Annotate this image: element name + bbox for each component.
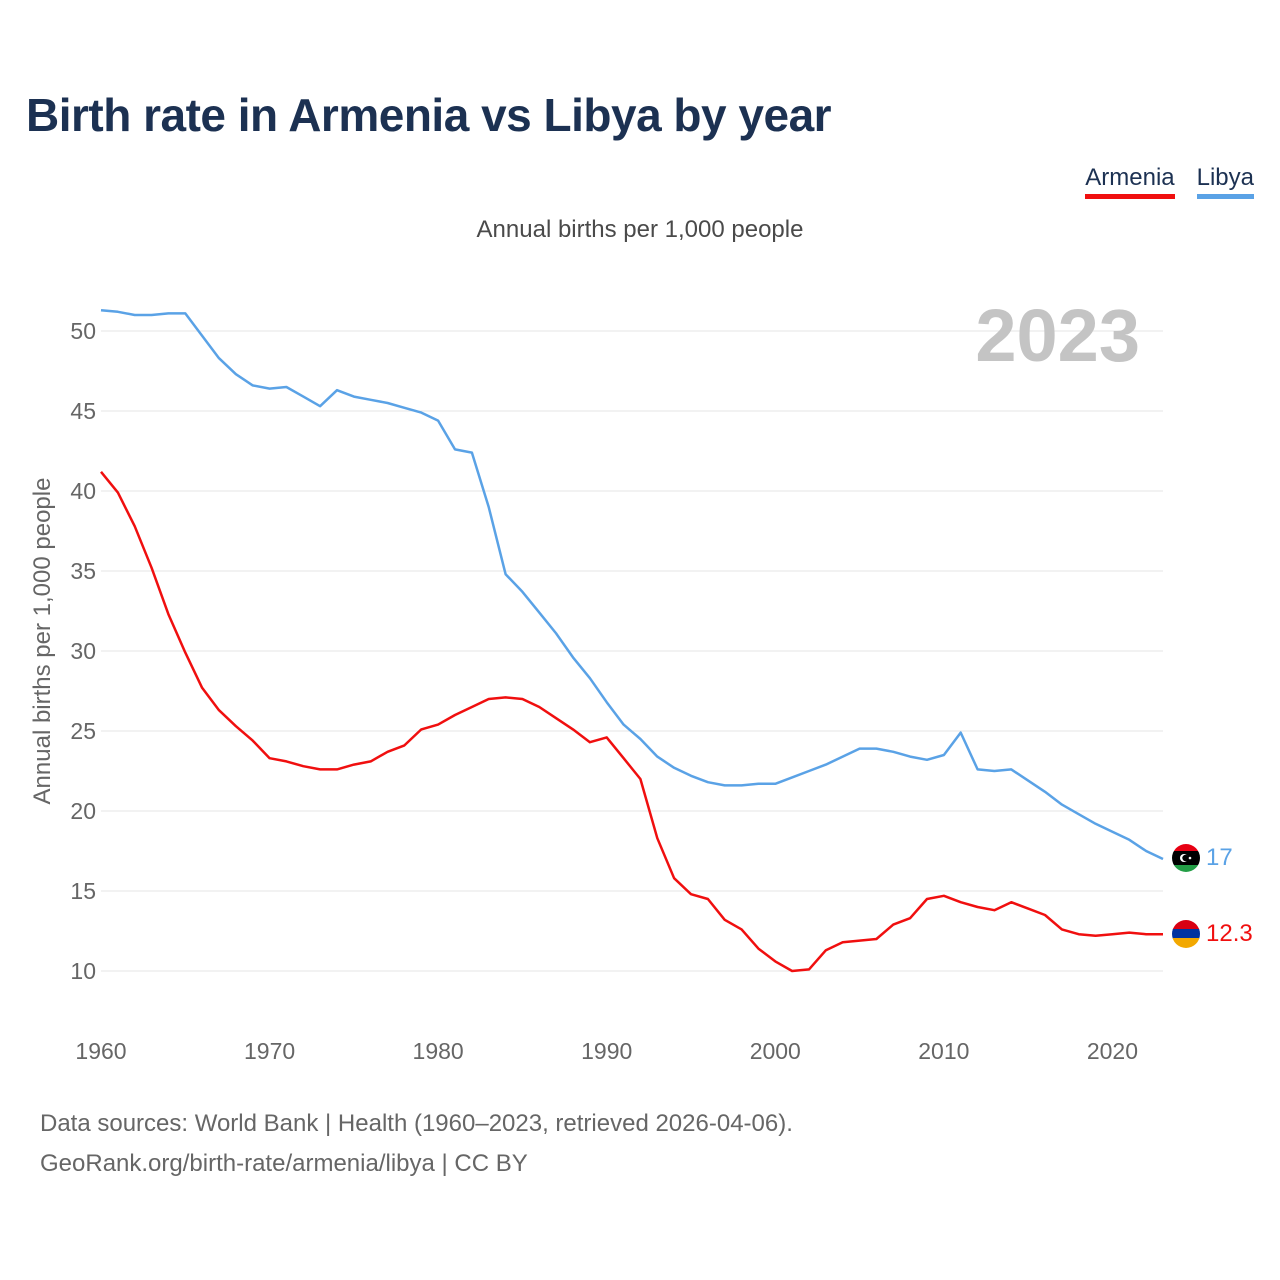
libya-flag-icon	[1172, 844, 1200, 872]
end-label-libya: 17	[1206, 844, 1233, 871]
y-tick-label: 15	[70, 878, 96, 904]
y-tick-label: 20	[70, 798, 96, 824]
chart-subtitle: Annual births per 1,000 people	[476, 216, 804, 243]
series-lines	[100, 308, 1164, 973]
x-tick-label: 1980	[413, 1038, 464, 1064]
legend-item-libya[interactable]: Libya	[1196, 164, 1254, 199]
x-tick-label: 1990	[581, 1038, 632, 1064]
grid-lines	[101, 330, 1163, 972]
y-tick-label: 45	[70, 398, 96, 424]
footer-attribution[interactable]: GeoRank.org/birth-rate/armenia/libya | C…	[40, 1150, 528, 1177]
legend-item-armenia[interactable]: Armenia	[1085, 164, 1175, 199]
end-label-armenia: 12.3	[1206, 920, 1253, 947]
y-tick-label: 35	[70, 558, 96, 584]
y-tick-label: 25	[70, 718, 96, 744]
x-tick-label: 1970	[244, 1038, 295, 1064]
x-tick-label: 2010	[918, 1038, 969, 1064]
armenia-flag-icon	[1172, 920, 1200, 948]
y-axis-label: Annual births per 1,000 people	[29, 478, 56, 805]
series-line-armenia[interactable]	[100, 471, 1163, 973]
x-tick-label: 1960	[75, 1038, 126, 1064]
y-tick-label: 50	[70, 318, 96, 344]
y-tick-label: 40	[70, 478, 96, 504]
footer: Data sources: World Bank | Health (1960–…	[40, 1104, 793, 1184]
x-tick-label: 2020	[1087, 1038, 1138, 1064]
footer-source: Data sources: World Bank | Health (1960–…	[40, 1110, 793, 1137]
y-tick-label: 10	[70, 958, 96, 984]
x-tick-label: 2000	[750, 1038, 801, 1064]
year-watermark: 2023	[975, 294, 1140, 377]
page-title: Birth rate in Armenia vs Libya by year	[26, 89, 832, 141]
legend: Armenia Libya	[1085, 164, 1254, 199]
y-tick-label: 30	[70, 638, 96, 664]
series-line-libya[interactable]	[100, 308, 1164, 861]
y-axis-ticks: 10 15 20 25 30 35 40 45 50	[70, 318, 96, 984]
x-axis-ticks: 1960 1970 1980 1990 2000 2010 2020	[75, 1038, 1138, 1064]
